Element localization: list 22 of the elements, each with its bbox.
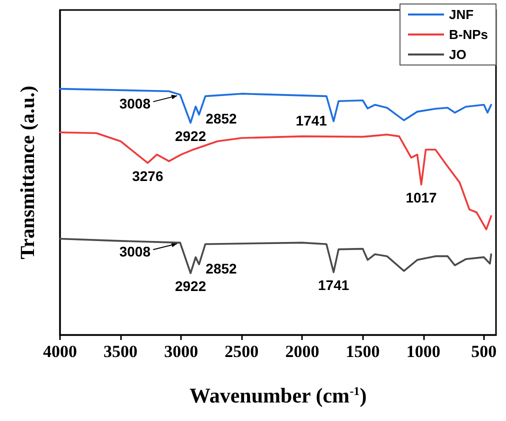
annotation: 3008 [119, 244, 151, 260]
annotation: 1017 [406, 190, 438, 206]
annotation: 2922 [174, 128, 206, 144]
x-tick-label: 1500 [346, 342, 380, 361]
annotation: 2852 [206, 110, 238, 127]
legend-label: B-NPs [448, 27, 488, 42]
legend-label: JNF [448, 7, 474, 22]
annotation: 3276 [132, 168, 164, 184]
x-tick-label: 2000 [285, 342, 320, 361]
x-tick-label: 500 [471, 342, 497, 361]
x-tick-label: 4000 [43, 342, 77, 361]
x-tick-label: 3500 [104, 342, 138, 361]
annotation: 1741 [296, 112, 328, 128]
annotation: 2922 [174, 278, 206, 294]
x-tick-label: 2500 [224, 342, 259, 361]
legend-label: JO [448, 47, 466, 62]
x-tick-label: 1000 [406, 342, 440, 361]
annotation: 1741 [318, 277, 350, 294]
annotation: 2852 [206, 260, 238, 276]
annotation: 3008 [119, 96, 151, 112]
x-tick-label: 3000 [164, 342, 198, 361]
y-axis-title: Transmittance (a.u.) [17, 86, 39, 260]
